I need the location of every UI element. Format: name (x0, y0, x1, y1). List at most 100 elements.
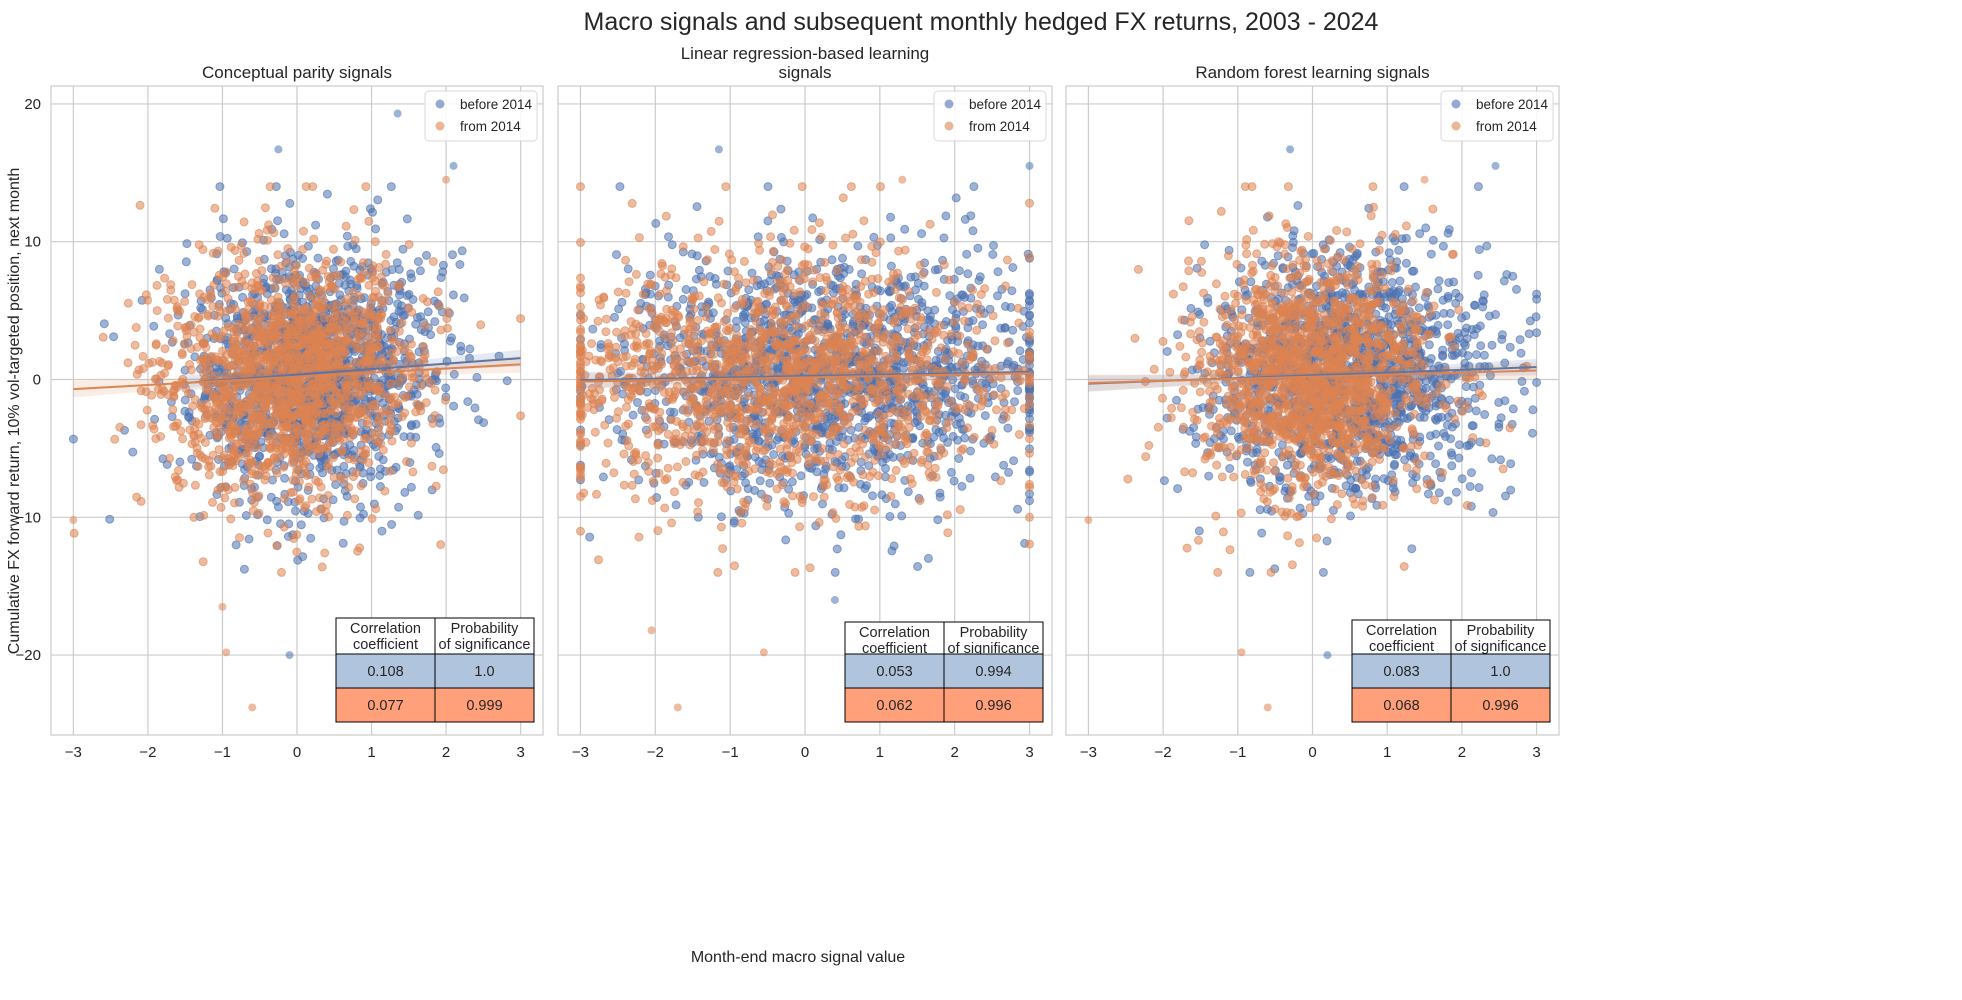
point-before-2014 (408, 295, 418, 304)
point-before-2014 (222, 233, 232, 243)
point-from-2014 (294, 477, 304, 487)
point-from-2014 (273, 320, 283, 329)
point-from-2014 (252, 348, 262, 358)
point-before-2014 (423, 307, 433, 317)
point-from-2014 (312, 429, 322, 439)
point-from-2014 (320, 548, 330, 558)
point-from-2014 (346, 432, 356, 442)
point-from-2014 (220, 493, 230, 503)
point-from-2014 (226, 514, 236, 524)
point-from-2014 (390, 337, 400, 347)
point-before-2014 (457, 246, 467, 256)
point-before-2014 (392, 258, 402, 268)
point-from-2014 (147, 390, 157, 400)
point-before-2014 (359, 509, 368, 519)
point-before-2014 (772, 435, 782, 445)
point-from-2014 (322, 256, 332, 266)
point-from-2014 (223, 294, 233, 303)
x-tick-label: 0 (801, 744, 809, 761)
point-from-2014 (302, 471, 312, 480)
point-from-2014 (115, 422, 125, 432)
x-tick-label: −2 (647, 744, 664, 761)
point-from-2014 (195, 324, 205, 334)
point-before-2014 (877, 490, 887, 500)
point-from-2014 (955, 331, 965, 341)
point-from-2014 (356, 481, 366, 491)
point-from-2014 (219, 356, 229, 366)
point-from-2014 (438, 465, 448, 475)
point-before-2014 (853, 241, 863, 251)
point-from-2014 (350, 235, 360, 245)
point-before-2014 (244, 534, 254, 544)
point-before-2014 (851, 514, 861, 524)
point-from-2014 (149, 424, 159, 434)
point-before-2014 (182, 239, 192, 249)
point-from-2014 (376, 354, 386, 364)
point-from-2014 (341, 221, 351, 231)
point-from-2014 (213, 311, 223, 321)
point-from-2014 (828, 462, 838, 472)
point-from-2014 (601, 314, 611, 324)
point-from-2014 (163, 313, 173, 323)
point-from-2014 (180, 297, 190, 306)
point-before-2014 (888, 452, 898, 462)
point-from-2014 (215, 418, 225, 428)
point-from-2014 (246, 458, 255, 468)
point-before-2014 (371, 224, 381, 234)
point-from-2014 (224, 460, 234, 470)
point-from-2014 (189, 512, 199, 522)
point-from-2014 (643, 429, 653, 439)
point-from-2014 (204, 470, 214, 480)
point-from-2014 (404, 303, 414, 313)
point-before-2014 (406, 482, 416, 492)
point-from-2014 (516, 411, 526, 421)
point-before-2014 (754, 456, 764, 466)
point-from-2014 (198, 557, 208, 567)
point-from-2014 (371, 504, 381, 514)
point-from-2014 (178, 478, 188, 488)
point-from-2014 (254, 256, 264, 266)
point-from-2014 (406, 352, 416, 362)
point-from-2014 (244, 357, 253, 367)
point-from-2014 (441, 395, 450, 405)
point-from-2014 (249, 313, 259, 323)
point-from-2014 (123, 358, 133, 368)
point-before-2014 (1004, 467, 1014, 477)
point-from-2014 (312, 297, 322, 307)
point-before-2014 (919, 281, 929, 291)
point-from-2014 (373, 342, 383, 352)
point-before-2014 (954, 413, 964, 423)
x-tick-label: 0 (293, 744, 301, 761)
point-from-2014 (291, 273, 301, 283)
y-tick-label: −10 (16, 509, 41, 526)
point-from-2014 (299, 226, 308, 236)
point-from-2014 (217, 331, 227, 341)
point-from-2014 (132, 369, 142, 379)
point-before-2014 (946, 467, 956, 477)
table-value: 0.077 (367, 698, 403, 714)
point-from-2014 (244, 399, 254, 409)
point-from-2014 (225, 427, 235, 437)
point-before-2014 (886, 261, 896, 271)
point-from-2014 (359, 268, 369, 278)
point-from-2014 (322, 500, 332, 510)
point-before-2014 (215, 182, 225, 192)
point-from-2014 (152, 280, 162, 290)
point-from-2014 (355, 391, 365, 401)
point-from-2014 (272, 468, 282, 478)
point-from-2014 (266, 419, 276, 429)
panel-title: signals (779, 63, 832, 82)
point-before-2014 (406, 421, 416, 431)
point-from-2014 (416, 381, 426, 391)
point-before-2014 (954, 454, 964, 463)
point-from-2014 (661, 211, 671, 221)
point-from-2014 (279, 494, 289, 504)
point-from-2014 (285, 388, 295, 398)
point-from-2014 (1003, 338, 1012, 348)
point-from-2014 (859, 216, 869, 226)
point-from-2014 (387, 427, 397, 437)
point-from-2014 (257, 408, 267, 418)
point-from-2014 (867, 257, 877, 267)
point-before-2014 (588, 324, 598, 334)
panel-title: Conceptual parity signals (202, 63, 392, 82)
